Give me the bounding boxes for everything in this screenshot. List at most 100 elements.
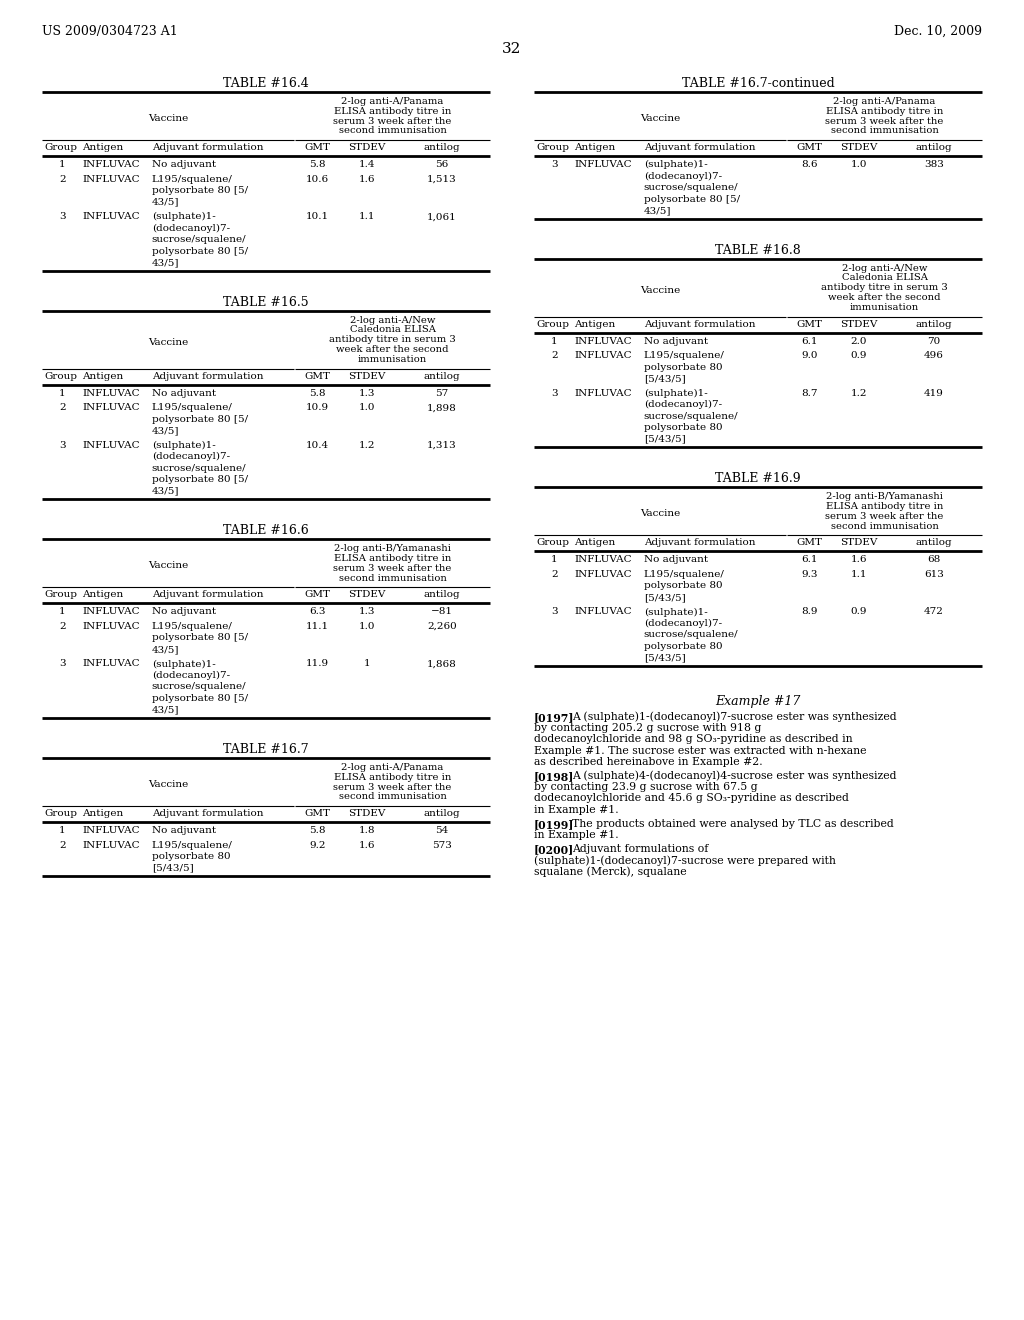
- Text: 3: 3: [551, 607, 557, 616]
- Text: 2: 2: [551, 351, 557, 360]
- Text: GMT: GMT: [797, 143, 822, 152]
- Text: (dodecanoyl)7-: (dodecanoyl)7-: [644, 619, 722, 628]
- Text: 8.7: 8.7: [801, 388, 818, 397]
- Text: 10.9: 10.9: [306, 403, 329, 412]
- Text: 11.9: 11.9: [306, 660, 329, 668]
- Text: [0200]: [0200]: [534, 843, 574, 855]
- Text: Group: Group: [44, 809, 77, 818]
- Text: 3: 3: [551, 160, 557, 169]
- Text: Dec. 10, 2009: Dec. 10, 2009: [894, 25, 982, 38]
- Text: 1.0: 1.0: [358, 622, 375, 631]
- Text: 54: 54: [435, 826, 449, 836]
- Text: INFLUVAC: INFLUVAC: [82, 841, 140, 850]
- Text: 1.6: 1.6: [358, 174, 375, 183]
- Text: TABLE #16.7-continued: TABLE #16.7-continued: [682, 77, 835, 90]
- Text: serum 3 week after the: serum 3 week after the: [825, 512, 944, 521]
- Text: INFLUVAC: INFLUVAC: [574, 570, 632, 579]
- Text: Antigen: Antigen: [82, 372, 124, 380]
- Text: second immunisation: second immunisation: [339, 574, 446, 582]
- Text: A (sulphate)4-(dodecanoyl)4-sucrose ester was synthesized: A (sulphate)4-(dodecanoyl)4-sucrose este…: [572, 771, 896, 781]
- Text: INFLUVAC: INFLUVAC: [574, 351, 632, 360]
- Text: polysorbate 80 [5/: polysorbate 80 [5/: [152, 634, 248, 643]
- Text: TABLE #16.6: TABLE #16.6: [223, 524, 309, 537]
- Text: INFLUVAC: INFLUVAC: [82, 441, 140, 450]
- Text: polysorbate 80 [5/: polysorbate 80 [5/: [152, 694, 248, 704]
- Text: polysorbate 80 [5/: polysorbate 80 [5/: [152, 475, 248, 484]
- Text: serum 3 week after the: serum 3 week after the: [334, 116, 452, 125]
- Text: (sulphate)1-: (sulphate)1-: [644, 607, 708, 616]
- Text: 1.1: 1.1: [851, 570, 867, 579]
- Text: Adjuvant formulation: Adjuvant formulation: [152, 809, 263, 818]
- Text: 0.9: 0.9: [851, 351, 867, 360]
- Text: [5/43/5]: [5/43/5]: [644, 434, 685, 444]
- Text: antilog: antilog: [424, 372, 460, 380]
- Text: GMT: GMT: [304, 372, 331, 380]
- Text: 3: 3: [551, 388, 557, 397]
- Text: 2-log anti-A/Panama: 2-log anti-A/Panama: [341, 96, 443, 106]
- Text: Group: Group: [536, 143, 569, 152]
- Text: Vaccine: Vaccine: [148, 338, 188, 347]
- Text: 1: 1: [58, 826, 66, 836]
- Text: 6.1: 6.1: [801, 337, 818, 346]
- Text: 43/5]: 43/5]: [644, 206, 672, 215]
- Text: Example #17: Example #17: [716, 694, 801, 708]
- Text: 1.4: 1.4: [358, 160, 375, 169]
- Text: 8.9: 8.9: [801, 607, 818, 616]
- Text: antilog: antilog: [424, 809, 460, 818]
- Text: sucrose/squalene/: sucrose/squalene/: [644, 412, 738, 421]
- Text: Antigen: Antigen: [574, 539, 615, 548]
- Text: 0.9: 0.9: [851, 607, 867, 616]
- Text: 2: 2: [58, 174, 66, 183]
- Text: TABLE #16.9: TABLE #16.9: [715, 473, 801, 486]
- Text: INFLUVAC: INFLUVAC: [574, 337, 632, 346]
- Text: L195/squalene/: L195/squalene/: [152, 174, 232, 183]
- Text: 1.0: 1.0: [851, 160, 867, 169]
- Text: sucrose/squalene/: sucrose/squalene/: [152, 463, 247, 473]
- Text: 2: 2: [551, 570, 557, 579]
- Text: antibody titre in serum 3: antibody titre in serum 3: [329, 335, 456, 345]
- Text: INFLUVAC: INFLUVAC: [82, 213, 140, 222]
- Text: ELISA antibody titre in: ELISA antibody titre in: [826, 107, 943, 116]
- Text: Adjuvant formulation: Adjuvant formulation: [644, 539, 756, 548]
- Text: 43/5]: 43/5]: [152, 259, 179, 267]
- Text: serum 3 week after the: serum 3 week after the: [825, 116, 944, 125]
- Text: Vaccine: Vaccine: [640, 285, 681, 294]
- Text: 2: 2: [58, 403, 66, 412]
- Text: No adjuvant: No adjuvant: [644, 337, 708, 346]
- Text: A (sulphate)1-(dodecanoyl)7-sucrose ester was synthesized: A (sulphate)1-(dodecanoyl)7-sucrose este…: [572, 711, 897, 722]
- Text: 1,513: 1,513: [427, 174, 457, 183]
- Text: dodecanoylchloride and 45.6 g SO₃-pyridine as described: dodecanoylchloride and 45.6 g SO₃-pyridi…: [534, 793, 849, 804]
- Text: STDEV: STDEV: [840, 319, 878, 329]
- Text: second immunisation: second immunisation: [339, 792, 446, 801]
- Text: (sulphate)1-: (sulphate)1-: [644, 388, 708, 397]
- Text: polysorbate 80 [5/: polysorbate 80 [5/: [152, 414, 248, 424]
- Text: No adjuvant: No adjuvant: [152, 607, 216, 616]
- Text: (sulphate)1-: (sulphate)1-: [152, 660, 215, 668]
- Text: 43/5]: 43/5]: [152, 645, 179, 653]
- Text: immunisation: immunisation: [358, 355, 427, 364]
- Text: second immunisation: second immunisation: [830, 521, 939, 531]
- Text: 10.1: 10.1: [306, 213, 329, 222]
- Text: immunisation: immunisation: [850, 302, 920, 312]
- Text: 613: 613: [924, 570, 944, 579]
- Text: 1.1: 1.1: [358, 213, 375, 222]
- Text: sucrose/squalene/: sucrose/squalene/: [152, 235, 247, 244]
- Text: −81: −81: [431, 607, 453, 616]
- Text: 2-log anti-A/Panama: 2-log anti-A/Panama: [834, 96, 936, 106]
- Text: 1.6: 1.6: [358, 841, 375, 850]
- Text: (sulphate)1-: (sulphate)1-: [644, 160, 708, 169]
- Text: 3: 3: [58, 441, 66, 450]
- Text: 383: 383: [924, 160, 944, 169]
- Text: 6.3: 6.3: [309, 607, 326, 616]
- Text: [0197]: [0197]: [534, 711, 574, 723]
- Text: week after the second: week after the second: [336, 345, 449, 354]
- Text: sucrose/squalene/: sucrose/squalene/: [644, 631, 738, 639]
- Text: second immunisation: second immunisation: [830, 127, 939, 136]
- Text: INFLUVAC: INFLUVAC: [574, 556, 632, 565]
- Text: by contacting 23.9 g sucrose with 67.5 g: by contacting 23.9 g sucrose with 67.5 g: [534, 783, 758, 792]
- Text: INFLUVAC: INFLUVAC: [574, 388, 632, 397]
- Text: 1.8: 1.8: [358, 826, 375, 836]
- Text: Antigen: Antigen: [574, 319, 615, 329]
- Text: (dodecanoyl)7-: (dodecanoyl)7-: [152, 671, 229, 680]
- Text: 2-log anti-A/Panama: 2-log anti-A/Panama: [341, 763, 443, 772]
